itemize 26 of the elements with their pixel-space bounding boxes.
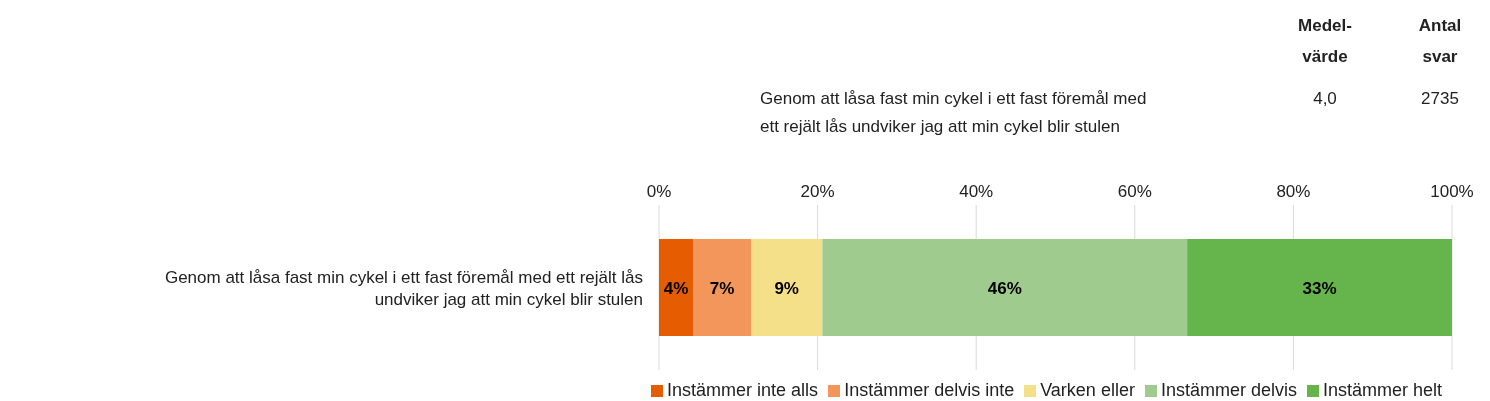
bar [693,239,751,336]
text: Genom att låsa fast min cykel i ett fast föremål med ett rejält lås undviker jag att min cykel blir stulen [760,88,1147,138]
data-label: 7% [709,278,735,298]
data-label: 33% [1302,278,1337,298]
bar [750,239,823,336]
text: 4,0 [1312,88,1338,110]
legend-label: Instämmer delvis [1160,380,1297,400]
legend-label: Instämmer helt [1322,380,1442,400]
bar [659,239,694,336]
x-tick-label: 80% [1276,182,1311,201]
x-tick-label: 0% [646,182,672,201]
data-label: 4% [663,278,689,298]
bar [1187,239,1452,336]
x-tick-label: 20% [800,182,835,201]
legend-label: Instämmer inte alls [667,380,819,400]
x-tick-label: 60% [1117,182,1152,201]
legend-label: Instämmer delvis inte [844,380,1015,400]
data-label: 9% [774,278,799,298]
bar [822,239,1188,336]
text: Medel- värde [1297,15,1353,68]
x-tick-label: 40% [959,182,994,201]
text: Antal svar [1417,15,1463,68]
text: 2735 [1420,88,1460,110]
data-label: 46% [987,278,1022,298]
x-tick-label: 100% [1430,182,1474,201]
legend-label: Varken eller [1040,380,1135,400]
